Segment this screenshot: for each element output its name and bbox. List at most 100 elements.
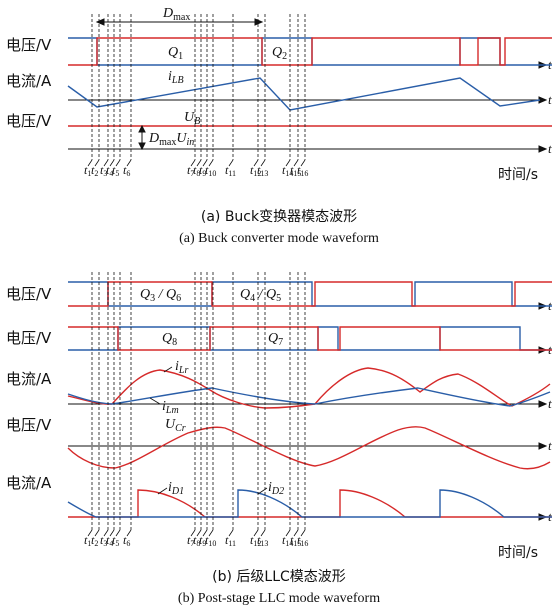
panel-b-id1-trace: [68, 489, 552, 518]
panel-b-time-tick-leader: [126, 529, 132, 537]
panel-b-row-label-current-2: 电流/A: [6, 474, 52, 492]
panel-b-ilm-trace: [67, 387, 551, 407]
panel-a-time-tick-label: t12: [250, 163, 261, 178]
panel-a-q1-gate-trace: [68, 37, 552, 66]
panel-b-time-tick-leader: [253, 529, 259, 537]
panel-b-time-tick-leader: [293, 529, 299, 537]
panel-b-q8-gate-trace: [68, 326, 552, 351]
panel-b-id2-label: iD2: [268, 480, 284, 497]
panel-a-time-tick-leader: [196, 159, 202, 167]
panel-a-dmax-arrow: [95, 18, 264, 26]
panel-a-time-tick-leader: [285, 159, 291, 167]
panel-b-axes: [68, 302, 548, 521]
panel-b: 电压/V 电压/V 电流/A 电压/V 电流/A t t t t t: [6, 272, 552, 606]
panel-b-time-tick-leader: [109, 529, 115, 537]
panel-b-ilr-label: iLr: [175, 359, 188, 376]
panel-a-time-tick-leader: [103, 159, 109, 167]
panel-a-time-tick-leader: [208, 159, 214, 167]
panel-b-time-tick-label: t9: [199, 533, 206, 548]
panel-a-ilb-trace: [67, 77, 541, 111]
panel-a-time-tick-leader: [202, 159, 208, 167]
panel-b-ilm-label: iLm: [162, 399, 179, 416]
panel-b-caption-en: (b) Post-stage LLC mode waveform: [178, 591, 380, 606]
panel-b-time-tick-label: t5: [112, 533, 119, 548]
panel-a-dmax-label: Dmax: [162, 6, 190, 23]
panel-b-q7-label: Q7: [268, 331, 283, 348]
panel-b-q7-gate-trace: [68, 326, 552, 351]
panel-a-time-tick-leader: [300, 159, 306, 167]
panel-b-time-tick-label: t15: [290, 533, 301, 548]
panel-b-time-tick-label: t12: [250, 533, 261, 548]
panel-b-time-axis-label: 时间/s: [498, 545, 538, 561]
panel-b-time-tick-leader: [190, 529, 196, 537]
panel-b-time-tick-label: t8: [193, 533, 200, 548]
panel-a-caption-cn: (a) Buck变换器模态波形: [201, 208, 357, 225]
panel-b-row-label-voltage-1: 电压/V: [6, 285, 52, 303]
panel-a-time-tick-label: t8: [193, 163, 200, 178]
panel-b-ilr-leader: [163, 366, 173, 373]
panel-b-row-label-voltage-3: 电压/V: [6, 416, 52, 434]
panel-b-ucr-trace: [67, 425, 551, 470]
panel-b-time-tick-leader: [115, 529, 121, 537]
panel-a-time-tick-label: t14: [282, 163, 293, 178]
panel-b-q36-label: Q3 / Q6: [140, 287, 181, 304]
panel-a: 电压/V 电流/A 电压/V t t t Dmax DmaxUin: [6, 6, 552, 246]
panel-a-time-tick-leader: [293, 159, 299, 167]
panel-a-time-tick-label: t6: [123, 163, 130, 178]
panel-a-time-tick-leader: [260, 159, 266, 167]
panel-a-time-axis-label: 时间/s: [498, 167, 538, 183]
panel-a-q2-label: Q2: [272, 45, 287, 62]
panel-a-time-tick-label: t1: [84, 163, 91, 178]
panel-a-time-tick-label: t4: [106, 163, 113, 178]
panel-b-q36-gate-trace: [68, 281, 552, 307]
panel-b-time-tick-label: t10: [205, 533, 216, 548]
panel-a-ub-label: UB: [184, 110, 200, 127]
panel-a-time-tick-label: t9: [199, 163, 206, 178]
panel-a-time-tick-leader: [87, 159, 93, 167]
panel-b-time-tick-leader: [260, 529, 266, 537]
panel-b-time-tick-label: t1: [84, 533, 91, 548]
panel-b-time-tick-label: t7: [187, 533, 194, 548]
panel-a-axis-t-2: t: [548, 92, 552, 107]
panel-a-time-tick-label: t7: [187, 163, 194, 178]
panel-b-time-tick-leader: [208, 529, 214, 537]
panel-b-q45-label: Q4 / Q5: [240, 287, 281, 304]
panel-a-time-tick-leader: [94, 159, 100, 167]
panel-a-q2-gate-trace: [68, 37, 552, 66]
panel-a-axis-t-3: t: [548, 141, 552, 156]
panel-b-id2-trace: [67, 489, 552, 518]
panel-a-time-tick-label: t3: [100, 163, 107, 178]
panel-b-time-tick-leader: [87, 529, 93, 537]
panel-a-time-tick-label: t15: [290, 163, 301, 178]
panel-a-row-label-voltage-2: 电压/V: [6, 112, 52, 130]
panel-b-axis-t-3: t: [548, 396, 552, 411]
panel-a-time-tick-leader: [126, 159, 132, 167]
panel-a-dmax-uin-label: DmaxUin: [148, 131, 194, 148]
panel-b-id1-leader: [157, 487, 168, 495]
panel-a-caption-en: (a) Buck converter mode waveform: [179, 231, 379, 246]
panel-b-ilr-trace: [67, 367, 551, 409]
panel-b-time-tick-label: t11: [225, 533, 236, 548]
panel-b-time-tick-leader: [196, 529, 202, 537]
panel-b-ilm-leader: [149, 397, 161, 405]
panel-b-time-tick-leader: [103, 529, 109, 537]
panel-a-ilb-label: iLB: [168, 69, 184, 86]
panel-a-time-tick-label: t2: [91, 163, 98, 178]
panel-b-q8-label: Q8: [162, 331, 177, 348]
panel-a-row-label-voltage-1: 电压/V: [6, 36, 52, 54]
panel-b-id2-leader: [257, 487, 268, 495]
panel-b-caption-cn: (b) 后级LLC模态波形: [212, 569, 346, 585]
panel-b-time-tick-label: t6: [123, 533, 130, 548]
panel-a-time-tick-label: t16: [297, 163, 308, 178]
panel-b-time-tick-label: t3: [100, 533, 107, 548]
panel-a-time-tick-leader: [228, 159, 234, 167]
panel-b-time-tick-leader: [94, 529, 100, 537]
panel-b-time-tick-label: t13: [257, 533, 268, 548]
panel-b-time-tick-leader: [228, 529, 234, 537]
panel-a-time-tick-label: t13: [257, 163, 268, 178]
panel-b-time-tick-label: t14: [282, 533, 293, 548]
panel-a-time-tick-leader: [115, 159, 121, 167]
panel-a-time-tick-label: t5: [112, 163, 119, 178]
